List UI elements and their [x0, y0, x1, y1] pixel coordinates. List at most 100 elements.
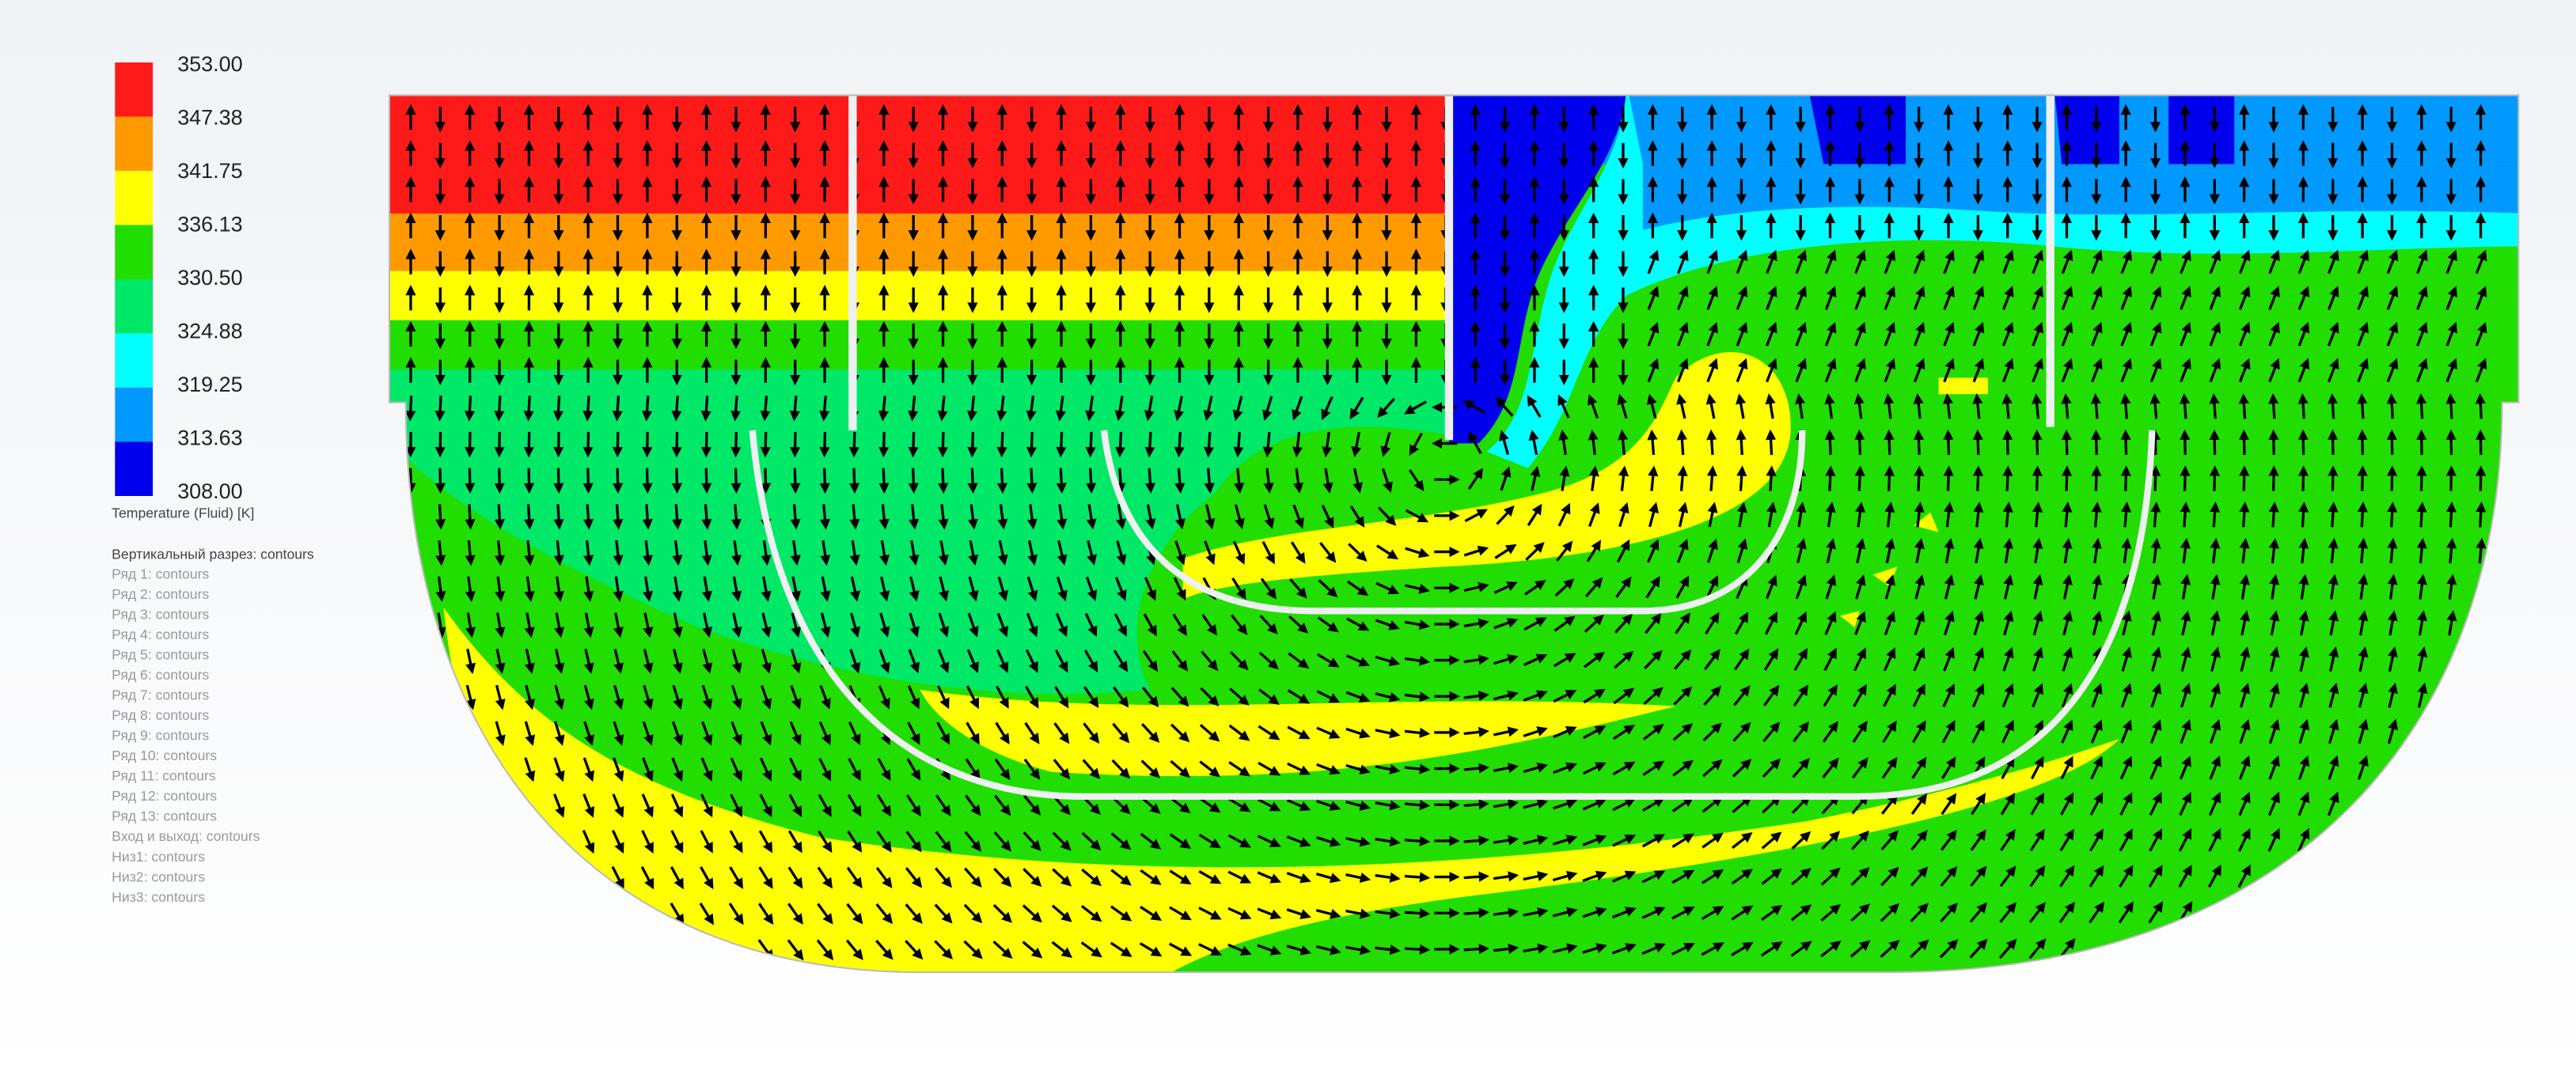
velocity-arrow — [2061, 683, 2073, 708]
velocity-arrow — [553, 540, 564, 566]
velocity-arrow — [1672, 723, 1694, 741]
velocity-arrow — [877, 758, 891, 782]
velocity-arrow — [1732, 759, 1752, 778]
velocity-arrow — [2445, 358, 2458, 383]
velocity-arrow — [1409, 433, 1423, 456]
velocity-arrow — [2475, 502, 2487, 528]
velocity-arrow — [2358, 574, 2369, 600]
velocity-arrow — [2149, 719, 2162, 744]
velocity-arrow — [1823, 647, 1837, 672]
velocity-arrow — [1646, 539, 1660, 563]
velocity-arrow — [495, 721, 506, 747]
velocity-arrow — [2121, 646, 2132, 672]
velocity-arrow — [1583, 725, 1607, 740]
velocity-arrow — [2209, 249, 2221, 274]
velocity-arrow — [2001, 249, 2014, 274]
velocity-arrow — [701, 504, 712, 530]
velocity-arrow — [612, 396, 623, 422]
velocity-arrow — [2150, 683, 2162, 708]
velocity-arrow — [905, 867, 923, 888]
velocity-arrow — [1618, 465, 1629, 491]
legend-tick-label: 319.25 — [177, 373, 243, 396]
velocity-arrow — [879, 576, 890, 602]
velocity-arrow — [1553, 762, 1577, 774]
velocity-arrow — [582, 504, 594, 530]
velocity-arrow — [1316, 763, 1341, 775]
velocity-arrow — [1463, 726, 1489, 738]
velocity-arrow — [1612, 761, 1636, 776]
velocity-arrow — [1140, 759, 1161, 778]
velocity-arrow — [1345, 727, 1371, 739]
velocity-arrow — [2180, 646, 2191, 672]
velocity-arrow — [760, 396, 771, 422]
velocity-arrow — [761, 576, 772, 602]
velocity-arrow — [1793, 721, 1810, 743]
velocity-arrow — [1733, 685, 1751, 706]
velocity-arrow — [2297, 286, 2310, 311]
velocity-arrow — [582, 757, 594, 782]
velocity-arrow — [582, 396, 594, 422]
velocity-arrow — [849, 540, 860, 566]
velocity-arrow — [1795, 358, 1808, 383]
velocity-arrow — [672, 612, 683, 638]
velocity-arrow — [464, 396, 476, 422]
plot-item: Ряд 5: contours — [112, 646, 209, 662]
velocity-arrow — [879, 540, 890, 566]
velocity-arrow — [613, 504, 624, 530]
velocity-arrow — [1145, 504, 1156, 530]
velocity-arrow — [1467, 468, 1484, 490]
velocity-arrow — [2032, 537, 2043, 564]
velocity-arrow — [2445, 249, 2458, 274]
velocity-arrow — [967, 504, 979, 530]
velocity-arrow — [1732, 721, 1751, 742]
velocity-arrow — [1404, 691, 1431, 702]
velocity-arrow — [1973, 574, 1984, 600]
velocity-arrow — [1289, 578, 1307, 599]
legend-title: Temperature (Fluid) [K] — [112, 505, 254, 521]
velocity-arrow — [1553, 726, 1577, 739]
velocity-arrow — [1676, 538, 1689, 563]
velocity-arrow — [1559, 465, 1570, 491]
plot-item: Ряд 9: contours — [112, 728, 209, 744]
velocity-arrow — [2327, 249, 2339, 274]
velocity-arrow — [2210, 610, 2221, 636]
velocity-arrow — [1733, 648, 1750, 671]
velocity-arrow — [701, 540, 712, 566]
velocity-arrow — [2357, 755, 2369, 780]
velocity-arrow — [2357, 502, 2369, 528]
velocity-arrow — [2210, 574, 2221, 600]
velocity-arrow — [2357, 358, 2369, 383]
velocity-arrow — [878, 504, 890, 530]
velocity-arrow — [2387, 574, 2398, 600]
velocity-arrow — [702, 649, 713, 674]
velocity-arrow — [2267, 791, 2280, 816]
velocity-arrow — [1170, 723, 1190, 743]
velocity-arrow — [2357, 321, 2369, 346]
velocity-arrow — [791, 576, 802, 602]
velocity-arrow — [937, 396, 948, 422]
velocity-arrow — [2239, 537, 2250, 564]
velocity-arrow — [1792, 758, 1810, 778]
velocity-arrow — [1642, 760, 1665, 777]
velocity-arrow — [1678, 502, 1689, 528]
velocity-arrow — [935, 794, 951, 816]
velocity-arrow — [968, 540, 979, 566]
velocity-arrow — [1884, 286, 1896, 311]
velocity-arrow — [965, 758, 981, 781]
velocity-arrow — [701, 468, 712, 494]
velocity-arrow — [613, 576, 624, 602]
velocity-arrow — [1493, 798, 1519, 810]
velocity-arrow — [1257, 835, 1281, 847]
velocity-arrow — [1824, 286, 1837, 311]
velocity-arrow — [761, 684, 772, 710]
velocity-arrow — [1765, 574, 1777, 600]
velocity-arrow — [2240, 610, 2251, 636]
velocity-arrow — [1527, 395, 1542, 418]
velocity-arrow — [1884, 574, 1895, 600]
velocity-arrow — [2149, 321, 2162, 346]
velocity-vectors — [405, 104, 2487, 961]
velocity-arrow — [1913, 647, 1925, 672]
velocity-arrow — [2416, 537, 2427, 564]
velocity-arrow — [758, 866, 773, 889]
velocity-arrow — [2387, 502, 2398, 528]
